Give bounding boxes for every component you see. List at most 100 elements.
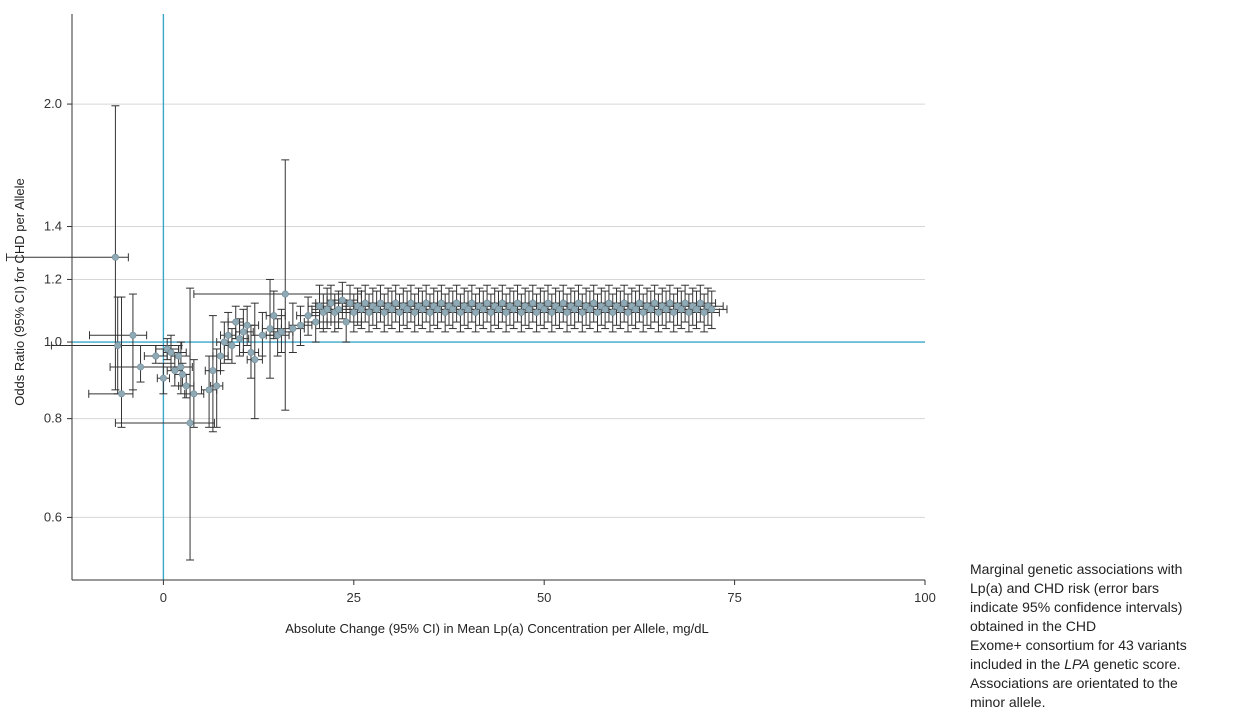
caption-line-8: minor allele. (970, 694, 1046, 710)
data-point (533, 308, 541, 316)
error-bar (114, 287, 215, 561)
data-point (708, 305, 716, 313)
data-point (578, 308, 586, 316)
data-point (540, 305, 548, 313)
data-point (654, 308, 662, 316)
data-point (479, 305, 487, 313)
data-point (700, 308, 708, 316)
data-point (620, 299, 628, 307)
caption-line-3: indicate 95% confidence intervals) (970, 599, 1183, 615)
data-point (232, 318, 240, 326)
data-point (258, 331, 266, 339)
data-point (186, 419, 194, 427)
data-point (304, 312, 312, 320)
data-point (616, 305, 624, 313)
data-point (178, 370, 186, 378)
data-point (251, 356, 259, 364)
caption-gene-name: LPA (1064, 656, 1090, 672)
data-point (342, 318, 350, 326)
data-point (670, 308, 678, 316)
data-point (529, 299, 537, 307)
data-point (666, 299, 674, 307)
data-point (434, 305, 442, 313)
data-point (277, 328, 285, 336)
data-point (411, 308, 419, 316)
x-tick-label: 75 (727, 590, 741, 605)
data-point (510, 305, 518, 313)
data-point (217, 352, 225, 360)
data-point (129, 331, 137, 339)
data-point (224, 331, 232, 339)
y-tick-label: 1.2 (44, 271, 62, 286)
data-point (422, 299, 430, 307)
data-point (281, 290, 289, 298)
data-point (327, 299, 335, 307)
data-point (296, 321, 304, 329)
data-point (175, 352, 183, 360)
data-point (677, 305, 685, 313)
y-tick-label: 0.6 (44, 509, 62, 524)
data-point (220, 338, 228, 346)
data-point (662, 305, 670, 313)
y-axis-title: Odds Ratio (95% CI) for CHD per Allele (12, 178, 27, 406)
x-tick-label: 0 (160, 590, 167, 605)
data-point (114, 341, 122, 349)
data-point (361, 299, 369, 307)
data-point (487, 308, 495, 316)
error-bars (6, 105, 728, 561)
grid-lines (72, 103, 925, 518)
data-point (209, 367, 217, 375)
data-point (632, 305, 640, 313)
data-point (483, 299, 491, 307)
error-bar (6, 105, 129, 391)
y-tick-label: 2.0 (44, 96, 62, 111)
data-point (586, 305, 594, 313)
data-point (498, 299, 506, 307)
data-point (514, 299, 522, 307)
data-point (472, 308, 480, 316)
data-point (289, 325, 297, 333)
data-point (167, 348, 175, 356)
data-point (544, 299, 552, 307)
data-point (350, 308, 358, 316)
data-point (449, 305, 457, 313)
x-tick-label: 50 (537, 590, 551, 605)
data-point (525, 305, 533, 313)
error-bar (88, 296, 134, 428)
data-point (243, 321, 251, 329)
data-point (464, 305, 472, 313)
data-point (182, 382, 190, 390)
data-point (590, 299, 598, 307)
data-point (647, 305, 655, 313)
data-point (517, 308, 525, 316)
data-point (392, 299, 400, 307)
data-point (213, 382, 221, 390)
error-bar (89, 293, 148, 391)
data-point (118, 390, 126, 398)
data-point (111, 253, 119, 261)
caption-line-2: Lp(a) and CHD risk (error bars (970, 580, 1160, 596)
data-point (266, 325, 274, 333)
data-point (494, 305, 502, 313)
caption-line-6-pre: included in the (970, 656, 1065, 672)
data-point (594, 308, 602, 316)
data-point (357, 305, 365, 313)
data-point (651, 299, 659, 307)
data-point (639, 308, 647, 316)
y-tick-label: 1.0 (44, 334, 62, 349)
data-point (236, 335, 244, 343)
data-point (635, 299, 643, 307)
data-point (346, 299, 354, 307)
data-point (159, 374, 167, 382)
data-point (323, 305, 331, 313)
data-point (403, 305, 411, 313)
data-point (407, 299, 415, 307)
data-point (418, 305, 426, 313)
data-point (190, 390, 198, 398)
data-point (171, 367, 179, 375)
caption-line-7: Associations are orientated to the (970, 675, 1178, 691)
x-axis-title: Absolute Change (95% CI) in Mean Lp(a) C… (285, 621, 708, 636)
caption-line-4: obtained in the CHD (970, 618, 1097, 634)
data-point (605, 299, 613, 307)
forest-scatter-chart: 0 25 50 75 100 0.6 0.8 1.0 1.2 1.4 2.0 Absolute C… (6, 14, 936, 636)
